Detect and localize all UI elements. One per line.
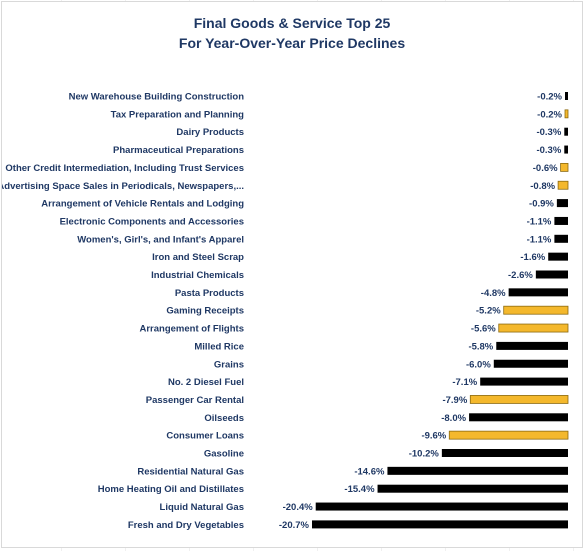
data-label: -0.9%	[529, 199, 554, 210]
category-label: Home Heating Oil and Distillates	[98, 484, 244, 495]
data-label: -0.3%	[536, 145, 561, 156]
bar-highlighted[interactable]	[560, 162, 569, 172]
data-label: -5.6%	[471, 324, 496, 335]
category-label: Milled Rice	[194, 341, 244, 352]
bar[interactable]	[564, 127, 568, 136]
category-label: Electronic Components and Accessories	[60, 216, 244, 227]
data-label: -7.1%	[452, 377, 477, 388]
category-label: Women's, Girl's, and Infant's Apparel	[77, 234, 244, 245]
bar-highlighted[interactable]	[503, 305, 569, 315]
bar[interactable]	[535, 270, 568, 279]
category-label: Dairy Products	[176, 127, 244, 138]
data-label: -20.4%	[283, 502, 314, 513]
data-label: -0.6%	[533, 163, 558, 174]
bar-highlighted[interactable]	[448, 430, 569, 440]
category-label: Tax Preparation and Planning	[111, 109, 245, 120]
bar[interactable]	[556, 199, 568, 208]
data-label: -0.8%	[530, 181, 555, 192]
bar[interactable]	[469, 413, 568, 422]
data-label: -5.2%	[476, 306, 501, 317]
bar[interactable]	[480, 377, 568, 386]
data-label: -5.8%	[468, 341, 493, 352]
data-label: -2.6%	[508, 270, 533, 281]
data-label: -0.3%	[536, 127, 561, 138]
data-label: -14.6%	[354, 466, 385, 477]
data-label: -4.8%	[481, 288, 506, 299]
category-label: Pharmaceutical Preparations	[113, 145, 244, 156]
bar[interactable]	[554, 216, 568, 225]
category-label: Consumer Loans	[166, 431, 244, 442]
category-label: Liquid Natural Gas	[160, 502, 244, 513]
category-label: Oilseeds	[204, 413, 244, 424]
category-label: Grains	[214, 359, 244, 370]
data-label: -20.7%	[279, 520, 310, 531]
data-label: -1.6%	[520, 252, 545, 263]
bar[interactable]	[554, 234, 568, 243]
bar[interactable]	[315, 502, 568, 511]
data-label: -1.1%	[527, 216, 552, 227]
category-label: Pasta Products	[175, 288, 244, 299]
category-label: Iron and Steel Scrap	[152, 252, 244, 263]
data-label: -1.1%	[527, 234, 552, 245]
bar-highlighted[interactable]	[564, 109, 569, 119]
bar-highlighted[interactable]	[498, 323, 569, 333]
category-label: Gaming Receipts	[166, 306, 244, 317]
bar[interactable]	[508, 288, 568, 297]
bar-highlighted[interactable]	[469, 395, 569, 404]
data-label: -6.0%	[466, 359, 491, 370]
bar[interactable]	[548, 252, 568, 261]
bar[interactable]	[564, 145, 568, 154]
chart-title: Final Goods & Service Top 25	[193, 15, 391, 31]
bar[interactable]	[493, 359, 568, 368]
category-label: Passenger Car Rental	[146, 395, 244, 406]
data-label: -8.0%	[441, 413, 466, 424]
category-label: Industrial Chemicals	[151, 270, 244, 281]
chart-subtitle: For Year-Over-Year Price Declines	[178, 35, 406, 51]
category-label: Arrangement of Vehicle Rentals and Lodgi…	[41, 199, 244, 210]
category-label: Residential Natural Gas	[137, 466, 244, 477]
bar[interactable]	[312, 520, 568, 529]
category-label: Arrangement of Flights	[139, 324, 244, 335]
data-label: -0.2%	[537, 92, 562, 103]
bar[interactable]	[387, 466, 568, 475]
data-label: -15.4%	[344, 484, 375, 495]
bar[interactable]	[377, 484, 568, 493]
category-label: Advertising Space Sales in Periodicals, …	[2, 181, 244, 192]
data-label: -9.6%	[421, 431, 446, 442]
category-label: Other Credit Intermediation, Including T…	[5, 163, 244, 174]
bar[interactable]	[496, 341, 568, 350]
data-label: -7.9%	[442, 395, 467, 406]
category-label: Fresh and Dry Vegetables	[128, 520, 244, 531]
bar[interactable]	[565, 92, 568, 100]
category-label: No. 2 Diesel Fuel	[168, 377, 244, 388]
bar-highlighted[interactable]	[557, 180, 569, 190]
category-label: New Warehouse Building Construction	[69, 92, 245, 103]
data-label: -0.2%	[537, 109, 562, 120]
data-label: -10.2%	[409, 449, 440, 460]
bar[interactable]	[441, 449, 568, 457]
category-label: Gasoline	[204, 449, 244, 460]
